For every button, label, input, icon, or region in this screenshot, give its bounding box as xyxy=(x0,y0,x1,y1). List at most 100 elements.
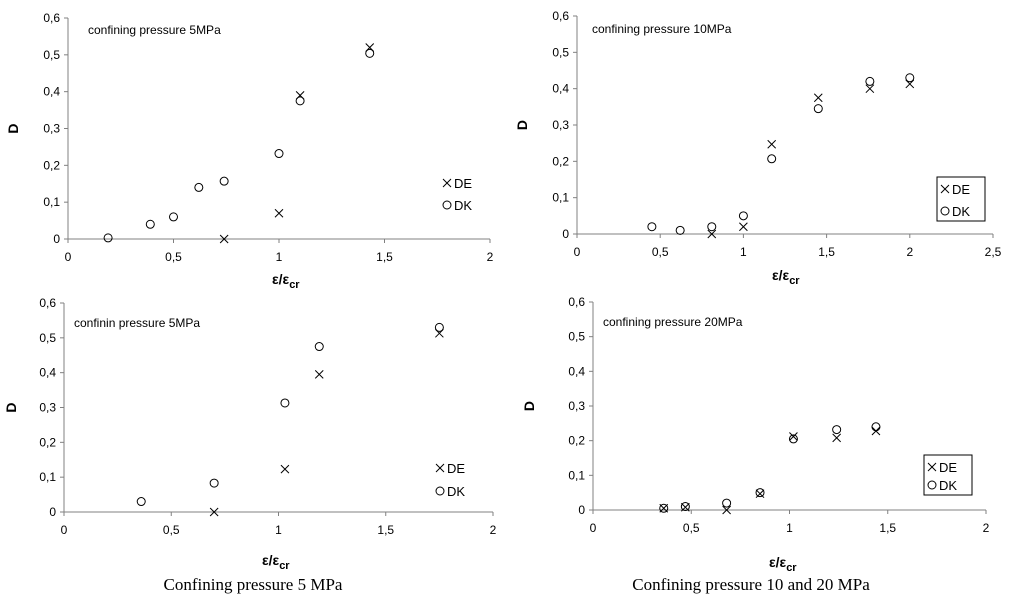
data-point-de xyxy=(219,234,229,244)
data-point-dk xyxy=(434,322,444,332)
data-point-de xyxy=(314,370,324,379)
x-tick-label: 1 xyxy=(276,250,283,264)
x-tick-label: 0,5 xyxy=(652,245,669,259)
data-point-dk xyxy=(274,149,284,159)
data-point-dk xyxy=(145,219,155,229)
legend-label-de: DE xyxy=(447,461,465,476)
y-tick-label: 0 xyxy=(53,232,60,246)
y-tick-label: 0,5 xyxy=(552,45,569,59)
legend-label-de: DE xyxy=(939,460,957,475)
x-tick-label: 1,5 xyxy=(818,245,835,259)
legend-marker-de xyxy=(940,184,950,194)
legend-label-dk: DK xyxy=(952,204,970,219)
data-point-de xyxy=(865,84,875,94)
y-tick-label: 0,5 xyxy=(43,48,60,62)
x-tick-label: 1 xyxy=(275,523,282,537)
data-point-dk xyxy=(647,222,657,232)
x-axis-label: ε/εcr xyxy=(769,554,797,574)
y-tick-label: 0,3 xyxy=(39,401,56,415)
legend-label-dk: DK xyxy=(447,484,465,499)
data-point-dk xyxy=(659,503,669,513)
legend-box xyxy=(936,176,986,222)
data-point-dk xyxy=(365,48,375,58)
y-tick-label: 0 xyxy=(578,503,585,517)
data-point-dk xyxy=(767,154,777,164)
x-tick-label: 0 xyxy=(61,523,68,537)
data-point-de xyxy=(832,433,842,443)
x-tick-label: 1 xyxy=(786,521,793,535)
x-axis-label-subscript: cr xyxy=(786,562,797,574)
data-point-de xyxy=(767,139,777,149)
data-point-dk xyxy=(280,398,290,408)
y-tick-label: 0,5 xyxy=(39,331,56,345)
legend: DE DK xyxy=(442,176,472,213)
data-point-dk xyxy=(219,176,229,186)
legend-label-de: DE xyxy=(952,182,970,197)
data-point-dk xyxy=(755,488,765,498)
y-tick-label: 0,4 xyxy=(568,364,585,378)
x-tick-label: 1 xyxy=(740,245,747,259)
legend-marker-dk xyxy=(940,206,950,216)
x-tick-label: 0,5 xyxy=(165,250,182,264)
y-tick-label: 0,3 xyxy=(552,118,569,132)
data-point-de xyxy=(813,93,823,103)
legend-marker-de xyxy=(927,462,937,472)
legend-label-dk: DK xyxy=(939,478,957,493)
y-tick-label: 0 xyxy=(562,227,569,241)
x-axis-label: ε/εcr xyxy=(262,552,290,572)
legend-label-dk: DK xyxy=(454,198,472,213)
legend-marker-dk xyxy=(927,480,937,490)
chart-top-right: 0 0,1 0,2 0,3 0,4 0,5 0,6 0 0,5 1 1,5 2 2,5 confining… xyxy=(514,9,1002,287)
data-point-dk xyxy=(103,233,113,243)
x-tick-label: 0 xyxy=(590,521,597,535)
legend: DE DK xyxy=(923,454,973,496)
data-point-de xyxy=(274,208,284,218)
chart-bottom-right: 0 0,1 0,2 0,3 0,4 0,5 0,6 0 0,5 1 1,5 2 confining pr… xyxy=(521,295,990,574)
data-point-dk xyxy=(722,498,732,508)
x-tick-label: 2 xyxy=(490,523,497,537)
chart-annotation: confining pressure 20MPa xyxy=(603,315,743,329)
data-point-dk xyxy=(314,342,324,352)
data-point-dk xyxy=(680,502,690,512)
data-point-dk xyxy=(295,96,305,106)
data-point-de xyxy=(722,505,731,515)
x-axis-label: ε/εcr xyxy=(772,267,800,287)
x-tick-label: 2 xyxy=(487,250,494,264)
y-tick-label: 0,6 xyxy=(568,295,585,309)
x-axis-label-subscript: cr xyxy=(789,275,800,287)
data-point-dk xyxy=(813,104,823,114)
y-axis-label: D xyxy=(521,401,537,411)
data-point-dk xyxy=(832,425,842,435)
data-point-dk xyxy=(788,434,798,444)
chart-annotation: confining pressure 5MPa xyxy=(88,23,221,37)
y-tick-label: 0,2 xyxy=(39,435,56,449)
x-tick-label: 2,5 xyxy=(985,245,1002,259)
y-tick-label: 0,4 xyxy=(552,82,569,96)
y-axis-label: D xyxy=(514,120,530,130)
legend-marker-dk xyxy=(442,200,452,210)
x-tick-label: 1,5 xyxy=(376,250,393,264)
y-tick-label: 0,6 xyxy=(39,296,56,310)
x-tick-label: 1,5 xyxy=(377,523,394,537)
y-tick-label: 0,6 xyxy=(43,11,60,25)
y-tick-label: 0,1 xyxy=(568,468,585,482)
x-axis-label-subscript: cr xyxy=(279,560,290,572)
x-tick-label: 1,5 xyxy=(879,521,896,535)
legend-marker-dk xyxy=(435,486,445,496)
x-axis-label: ε/εcr xyxy=(272,271,300,291)
data-point-dk xyxy=(865,76,875,86)
data-point-dk xyxy=(169,212,178,222)
data-point-dk xyxy=(209,478,219,488)
data-point-de xyxy=(280,464,290,474)
x-tick-label: 2 xyxy=(983,521,990,535)
data-point-de xyxy=(739,222,748,232)
legend-box xyxy=(923,454,973,496)
x-tick-label: 0 xyxy=(574,245,581,259)
y-tick-label: 0,3 xyxy=(568,399,585,413)
y-axis-label: D xyxy=(5,123,21,133)
y-axis-label: D xyxy=(3,402,19,412)
y-tick-label: 0,2 xyxy=(568,434,585,448)
data-point-dk xyxy=(738,211,748,221)
chart-top-left: 0 0,1 0,2 0,3 0,4 0,5 0,6 0 0,5 1 1,5 2 confining pr… xyxy=(5,11,494,291)
chart-annotation: confining pressure 10MPa xyxy=(592,22,732,36)
